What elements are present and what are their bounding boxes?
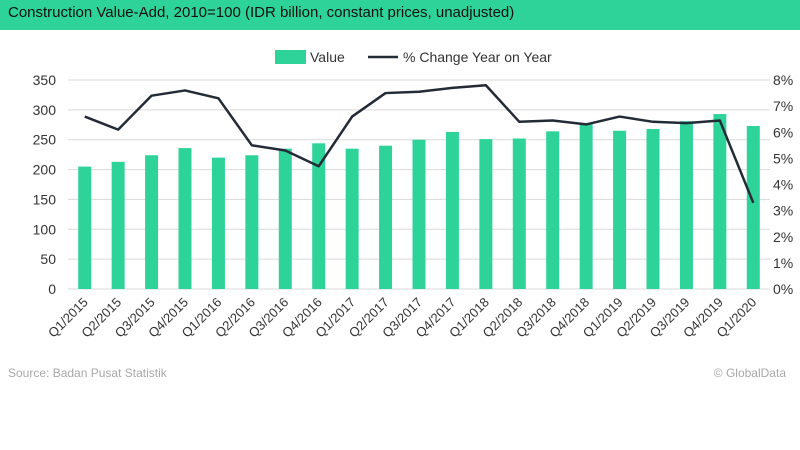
value-bar	[178, 148, 192, 289]
value-bar	[479, 139, 493, 289]
right-tick-label: 1%	[773, 255, 793, 271]
left-tick-label: 250	[33, 132, 57, 148]
value-bar	[345, 148, 359, 289]
legend-value-label: Value	[310, 49, 345, 65]
right-tick-label: 6%	[773, 124, 793, 140]
value-bar	[613, 130, 627, 289]
value-bar	[211, 157, 225, 289]
left-tick-label: 300	[33, 102, 57, 118]
value-bar	[312, 143, 326, 289]
value-bar	[679, 121, 693, 290]
value-bar	[746, 125, 760, 289]
left-tick-label: 350	[33, 72, 57, 88]
right-tick-label: 7%	[773, 98, 793, 114]
source-note: Source: Badan Pusat Statistik	[8, 366, 167, 380]
value-bar	[111, 161, 125, 289]
value-bar	[512, 138, 526, 289]
legend-line-label: % Change Year on Year	[403, 49, 552, 65]
chart: 0501001502002503003500%1%2%3%4%5%6%7%8%Q…	[33, 49, 794, 340]
right-tick-label: 5%	[773, 150, 793, 166]
value-bar	[278, 148, 292, 289]
legend-value-swatch	[275, 50, 306, 64]
value-bar	[579, 123, 593, 289]
right-tick-label: 8%	[773, 72, 793, 88]
value-bar	[145, 155, 159, 289]
left-tick-label: 150	[33, 191, 57, 207]
value-bar	[713, 114, 727, 289]
copyright-note: © GlobalData	[713, 366, 786, 380]
right-tick-label: 3%	[773, 203, 793, 219]
chart-title-bar: Construction Value-Add, 2010=100 (IDR bi…	[0, 0, 800, 30]
value-bar	[546, 131, 560, 289]
value-bar	[445, 131, 459, 289]
right-tick-label: 4%	[773, 177, 793, 193]
left-tick-label: 200	[33, 162, 57, 178]
chart-title: Construction Value-Add, 2010=100 (IDR bi…	[8, 4, 515, 21]
left-tick-label: 100	[33, 221, 57, 237]
value-bar	[78, 166, 92, 289]
left-tick-label: 50	[40, 251, 56, 267]
value-bar	[245, 155, 259, 289]
value-bar	[379, 145, 393, 289]
value-bar	[412, 139, 426, 289]
yoy-change-line	[84, 83, 755, 204]
right-tick-label: 0%	[773, 281, 793, 297]
right-tick-label: 2%	[773, 229, 793, 245]
left-tick-label: 0	[48, 281, 56, 297]
value-bar	[646, 128, 660, 289]
